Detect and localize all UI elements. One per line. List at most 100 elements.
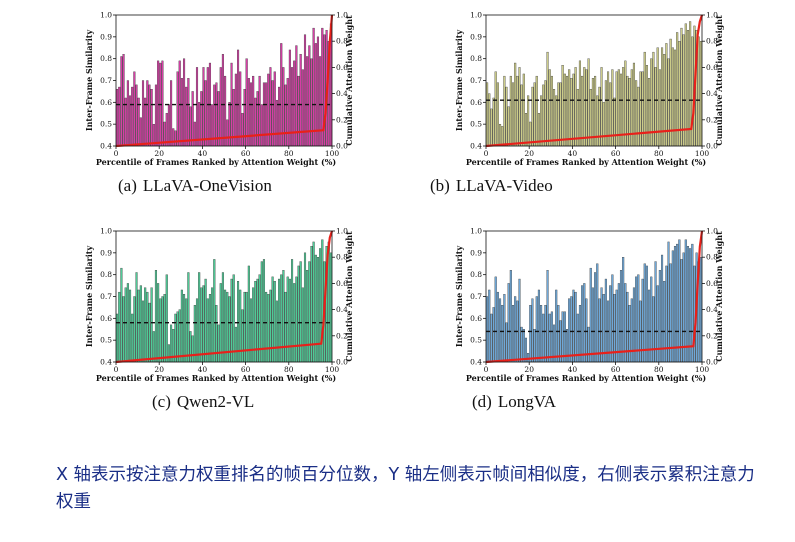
- x-tick-label: 80: [654, 365, 664, 374]
- x-tick-label: 0: [114, 365, 119, 374]
- x-tick-label: 20: [524, 365, 534, 374]
- y-tick-label: 1.0: [100, 227, 112, 236]
- bar: [200, 91, 203, 147]
- bar: [180, 289, 183, 363]
- bar: [167, 104, 170, 147]
- cumulative-line: [115, 14, 334, 148]
- bar: [221, 54, 224, 147]
- x-tick-label: 40: [568, 365, 578, 374]
- cumulative-line: [485, 230, 704, 364]
- caption-label: (c): [152, 392, 171, 411]
- y-tick-label: 0.7: [100, 76, 112, 85]
- bar: [637, 86, 640, 147]
- bar: [299, 261, 302, 363]
- bar: [271, 276, 274, 363]
- y2-tick-label: 0.0: [336, 142, 348, 151]
- bar: [288, 49, 291, 147]
- bar: [518, 278, 521, 363]
- bar: [490, 108, 493, 147]
- caption-b: (b) LLaVA-Video: [430, 176, 553, 196]
- bar: [591, 287, 594, 363]
- y-axis-label: Inter-Frame Similarity: [454, 30, 464, 132]
- y-tick-label: 0.5: [100, 336, 112, 345]
- bar: [585, 69, 588, 147]
- bar: [689, 248, 692, 363]
- bar: [278, 86, 281, 147]
- bar: [658, 69, 661, 147]
- bar: [254, 97, 257, 147]
- x-axis-label: Percentile of Frames Ranked by Attention…: [96, 373, 337, 383]
- bar: [126, 283, 129, 363]
- bar: [217, 324, 220, 363]
- y2-axis-label: Cumulative Attention Weight: [714, 231, 724, 362]
- bar: [572, 73, 575, 147]
- bar: [594, 272, 597, 363]
- bar: [639, 71, 642, 147]
- bar: [505, 322, 508, 363]
- bar: [146, 80, 149, 147]
- bar: [314, 254, 317, 363]
- x-tick-label: 40: [198, 365, 208, 374]
- x-tick-label: 40: [568, 149, 578, 158]
- bar: [234, 326, 237, 363]
- bar: [587, 58, 590, 147]
- x-tick-label: 0: [114, 149, 119, 158]
- bar: [561, 65, 564, 147]
- bar: [535, 296, 538, 363]
- y-tick-label: 0.4: [100, 142, 112, 151]
- y2-tick-label: 0.6: [336, 279, 348, 288]
- y-tick-label: 0.9: [100, 248, 112, 257]
- bar: [286, 276, 289, 363]
- y2-tick-label: 1.0: [706, 11, 718, 20]
- bar: [684, 23, 687, 147]
- cumulative-line: [485, 14, 704, 148]
- bar: [542, 84, 545, 147]
- bar-group: [486, 239, 702, 363]
- y2-tick-label: 1.0: [706, 227, 718, 236]
- bar: [587, 326, 590, 363]
- bar: [228, 102, 231, 147]
- bar-group: [116, 23, 332, 147]
- bar: [661, 254, 664, 363]
- bar: [596, 95, 599, 147]
- bar: [557, 82, 560, 147]
- bar: [141, 300, 145, 363]
- bar: [195, 298, 199, 363]
- bar: [561, 311, 564, 363]
- bar: [574, 291, 577, 363]
- bar: [648, 289, 651, 363]
- bar: [297, 265, 300, 363]
- bar: [563, 73, 566, 147]
- y-tick-label: 0.4: [100, 358, 112, 367]
- bar: [161, 60, 164, 147]
- bar: [176, 71, 179, 147]
- bar: [141, 80, 145, 147]
- bar: [557, 305, 560, 363]
- bar: [507, 106, 510, 147]
- y2-tick-label: 0.2: [336, 331, 348, 340]
- y2-tick-label: 0.4: [336, 89, 348, 98]
- bar: [297, 75, 300, 147]
- bar: [191, 335, 194, 363]
- bar: [191, 91, 194, 147]
- bar: [617, 283, 620, 363]
- bar: [265, 82, 268, 147]
- bar: [520, 84, 523, 147]
- y2-axis-label: Cumulative Attention Weight: [344, 15, 354, 146]
- bar: [295, 45, 298, 147]
- y2-tick-label: 0.8: [336, 37, 348, 46]
- bar: [626, 75, 629, 147]
- y-tick-label: 0.8: [470, 270, 482, 279]
- bar: [624, 283, 627, 363]
- bar: [540, 305, 543, 363]
- bar: [187, 272, 190, 363]
- chart-d: 0.4 0.5 0.6 0.7 0.8 0.9 1.0 0.0 0.2 0.4 0.6 0.8 1.0 0…: [454, 227, 724, 384]
- bar: [544, 305, 547, 363]
- bar: [185, 298, 188, 363]
- y-tick-label: 0.5: [470, 120, 482, 129]
- y2-tick-label: 0.4: [706, 305, 718, 314]
- y2-tick-label: 0.8: [336, 253, 348, 262]
- bar: [275, 99, 278, 147]
- bar: [565, 329, 569, 363]
- bar: [490, 313, 493, 363]
